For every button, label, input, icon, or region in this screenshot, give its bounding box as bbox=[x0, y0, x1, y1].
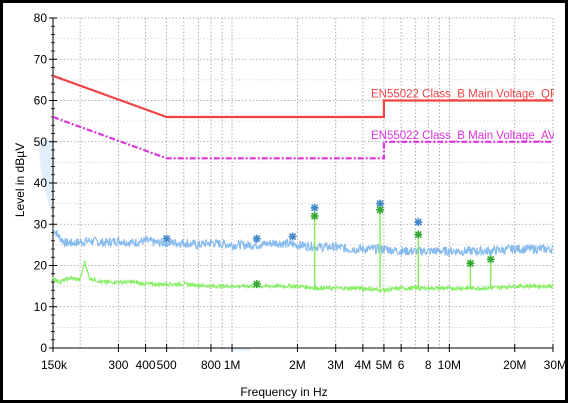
peak-marker-stroke bbox=[414, 231, 422, 239]
x-tick-label: 10M bbox=[438, 358, 461, 372]
x-tick-label: 4M bbox=[355, 358, 372, 372]
x-tick-label: 300 bbox=[108, 358, 128, 372]
y-tick-label: 70 bbox=[34, 52, 48, 66]
peak-marker bbox=[310, 203, 319, 212]
x-tick-label: 8 bbox=[425, 358, 432, 372]
peak-marker bbox=[414, 218, 423, 227]
limit-line bbox=[52, 74, 553, 119]
peak-marker-stroke bbox=[466, 259, 474, 267]
y-tick-label: 40 bbox=[34, 176, 48, 190]
peak-marker bbox=[252, 280, 261, 289]
peak-marker-stroke bbox=[253, 235, 261, 243]
peak-marker-stroke bbox=[414, 218, 422, 226]
y-tick-label: 60 bbox=[34, 94, 48, 108]
peak-marker-stroke bbox=[253, 280, 261, 288]
x-tick-label: 20M bbox=[503, 358, 526, 372]
peak-marker-stroke bbox=[376, 200, 384, 208]
peak-marker-stroke bbox=[487, 255, 495, 263]
y-axis-label: Level in dBµV bbox=[13, 142, 27, 218]
x-tick-label: 3M bbox=[327, 358, 344, 372]
x-tick-label: 6 bbox=[398, 358, 405, 372]
measurement-series-line bbox=[52, 260, 554, 294]
x-tick-label: 5M bbox=[376, 358, 393, 372]
y-tick-label: 20 bbox=[34, 259, 48, 273]
peak-marker bbox=[288, 232, 297, 241]
peak-marker bbox=[162, 234, 171, 243]
peak-marker bbox=[414, 230, 423, 239]
x-tick-label: 2M bbox=[289, 358, 306, 372]
limit-line-label: EN55022 Class_B Main Voltage_AV bbox=[371, 130, 556, 142]
y-tick-label: 0 bbox=[40, 341, 47, 355]
peak-marker-stroke bbox=[289, 233, 297, 241]
limit-line bbox=[52, 115, 553, 160]
peak-marker bbox=[466, 259, 475, 268]
x-tick-label: 400 bbox=[136, 358, 156, 372]
peak-marker bbox=[376, 205, 385, 214]
peak-marker-stroke bbox=[311, 204, 319, 212]
peak-marker-stroke bbox=[311, 212, 319, 220]
limit-line-label: EN55022 Class_B Main Voltage_QP bbox=[371, 89, 558, 101]
x-tick-label: 150k bbox=[41, 358, 68, 372]
peak-marker bbox=[486, 255, 495, 264]
y-tick-label: 50 bbox=[34, 135, 48, 149]
x-axis-label: Frequency in Hz bbox=[240, 385, 328, 399]
peak-marker bbox=[310, 212, 319, 220]
y-tick-label: 30 bbox=[34, 217, 48, 231]
y-tick-label: 80 bbox=[34, 11, 48, 25]
peak-marker bbox=[252, 234, 261, 243]
x-tick-label: 30M bbox=[544, 358, 567, 372]
y-tick-label: 10 bbox=[34, 300, 48, 314]
x-tick-label: 1M bbox=[224, 358, 241, 372]
right-margin bbox=[554, 18, 566, 346]
peak-marker-stroke bbox=[163, 235, 171, 243]
x-tick-label: 800 bbox=[201, 358, 221, 372]
measurement-series-line bbox=[52, 227, 554, 258]
x-tick-label: 500 bbox=[157, 358, 177, 372]
peak-marker-stroke bbox=[376, 206, 384, 214]
